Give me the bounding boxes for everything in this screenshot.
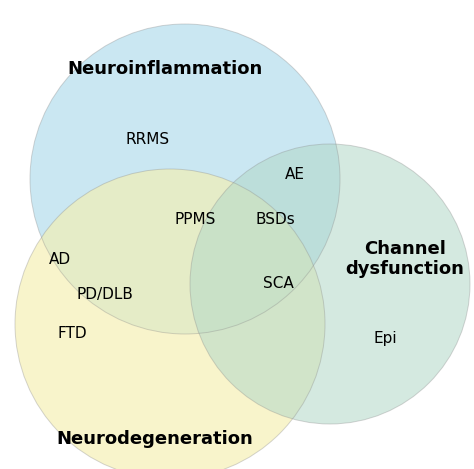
Text: Channel
dysfunction: Channel dysfunction <box>346 240 465 279</box>
Text: Epi: Epi <box>373 332 397 347</box>
Circle shape <box>190 144 470 424</box>
Text: Neuroinflammation: Neuroinflammation <box>67 60 263 78</box>
Text: FTD: FTD <box>57 326 87 341</box>
Text: SCA: SCA <box>263 277 293 292</box>
Text: RRMS: RRMS <box>126 131 170 146</box>
Text: AD: AD <box>49 251 71 266</box>
Text: PPMS: PPMS <box>174 212 216 227</box>
Circle shape <box>15 169 325 469</box>
Text: AE: AE <box>285 166 305 182</box>
Circle shape <box>30 24 340 334</box>
Text: Neurodegeneration: Neurodegeneration <box>56 430 254 448</box>
Text: BSDs: BSDs <box>255 212 295 227</box>
Text: PD/DLB: PD/DLB <box>77 287 134 302</box>
